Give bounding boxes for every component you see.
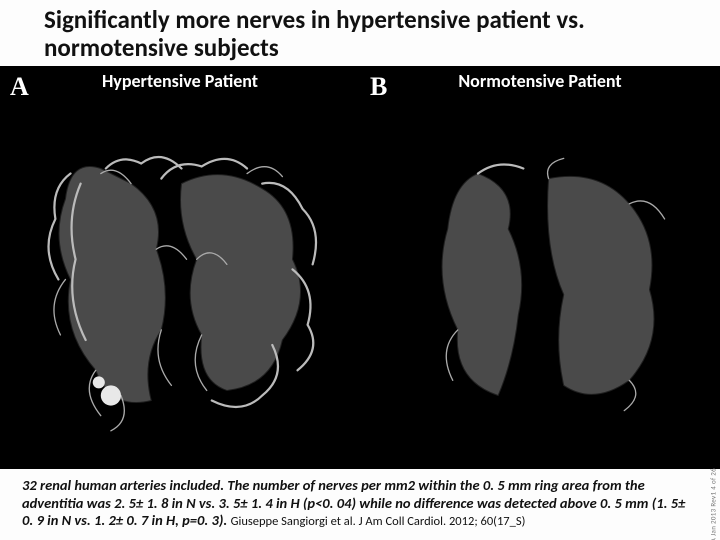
micrograph-normotensive (367, 98, 710, 461)
document-code: PL-135907-AA Jan 2013 Rev1 4 of 26 (709, 468, 718, 540)
panel-a-label: Hypertensive Patient (102, 70, 258, 92)
panel-b-label: Normotensive Patient (458, 70, 621, 92)
caption-citation: Giuseppe Sangiorgi et al. J Am Coll Card… (231, 514, 526, 529)
figure-region: A Hypertensive Patient B Normotensive Pa… (0, 66, 720, 469)
caption-text: 32 renal human arteries included. The nu… (22, 477, 698, 530)
panel-a-header: A Hypertensive Patient (0, 70, 360, 92)
caption-bar: 32 renal human arteries included. The nu… (0, 469, 720, 540)
slide-title-bar: Significantly more nerves in hypertensiv… (0, 0, 720, 66)
slide-title: Significantly more nerves in hypertensiv… (44, 6, 696, 62)
panel-label-row: A Hypertensive Patient B Normotensive Pa… (0, 66, 720, 94)
panel-b-header: B Normotensive Patient (360, 70, 720, 92)
micrograph-hypertensive (10, 98, 353, 461)
images-row (0, 94, 720, 469)
